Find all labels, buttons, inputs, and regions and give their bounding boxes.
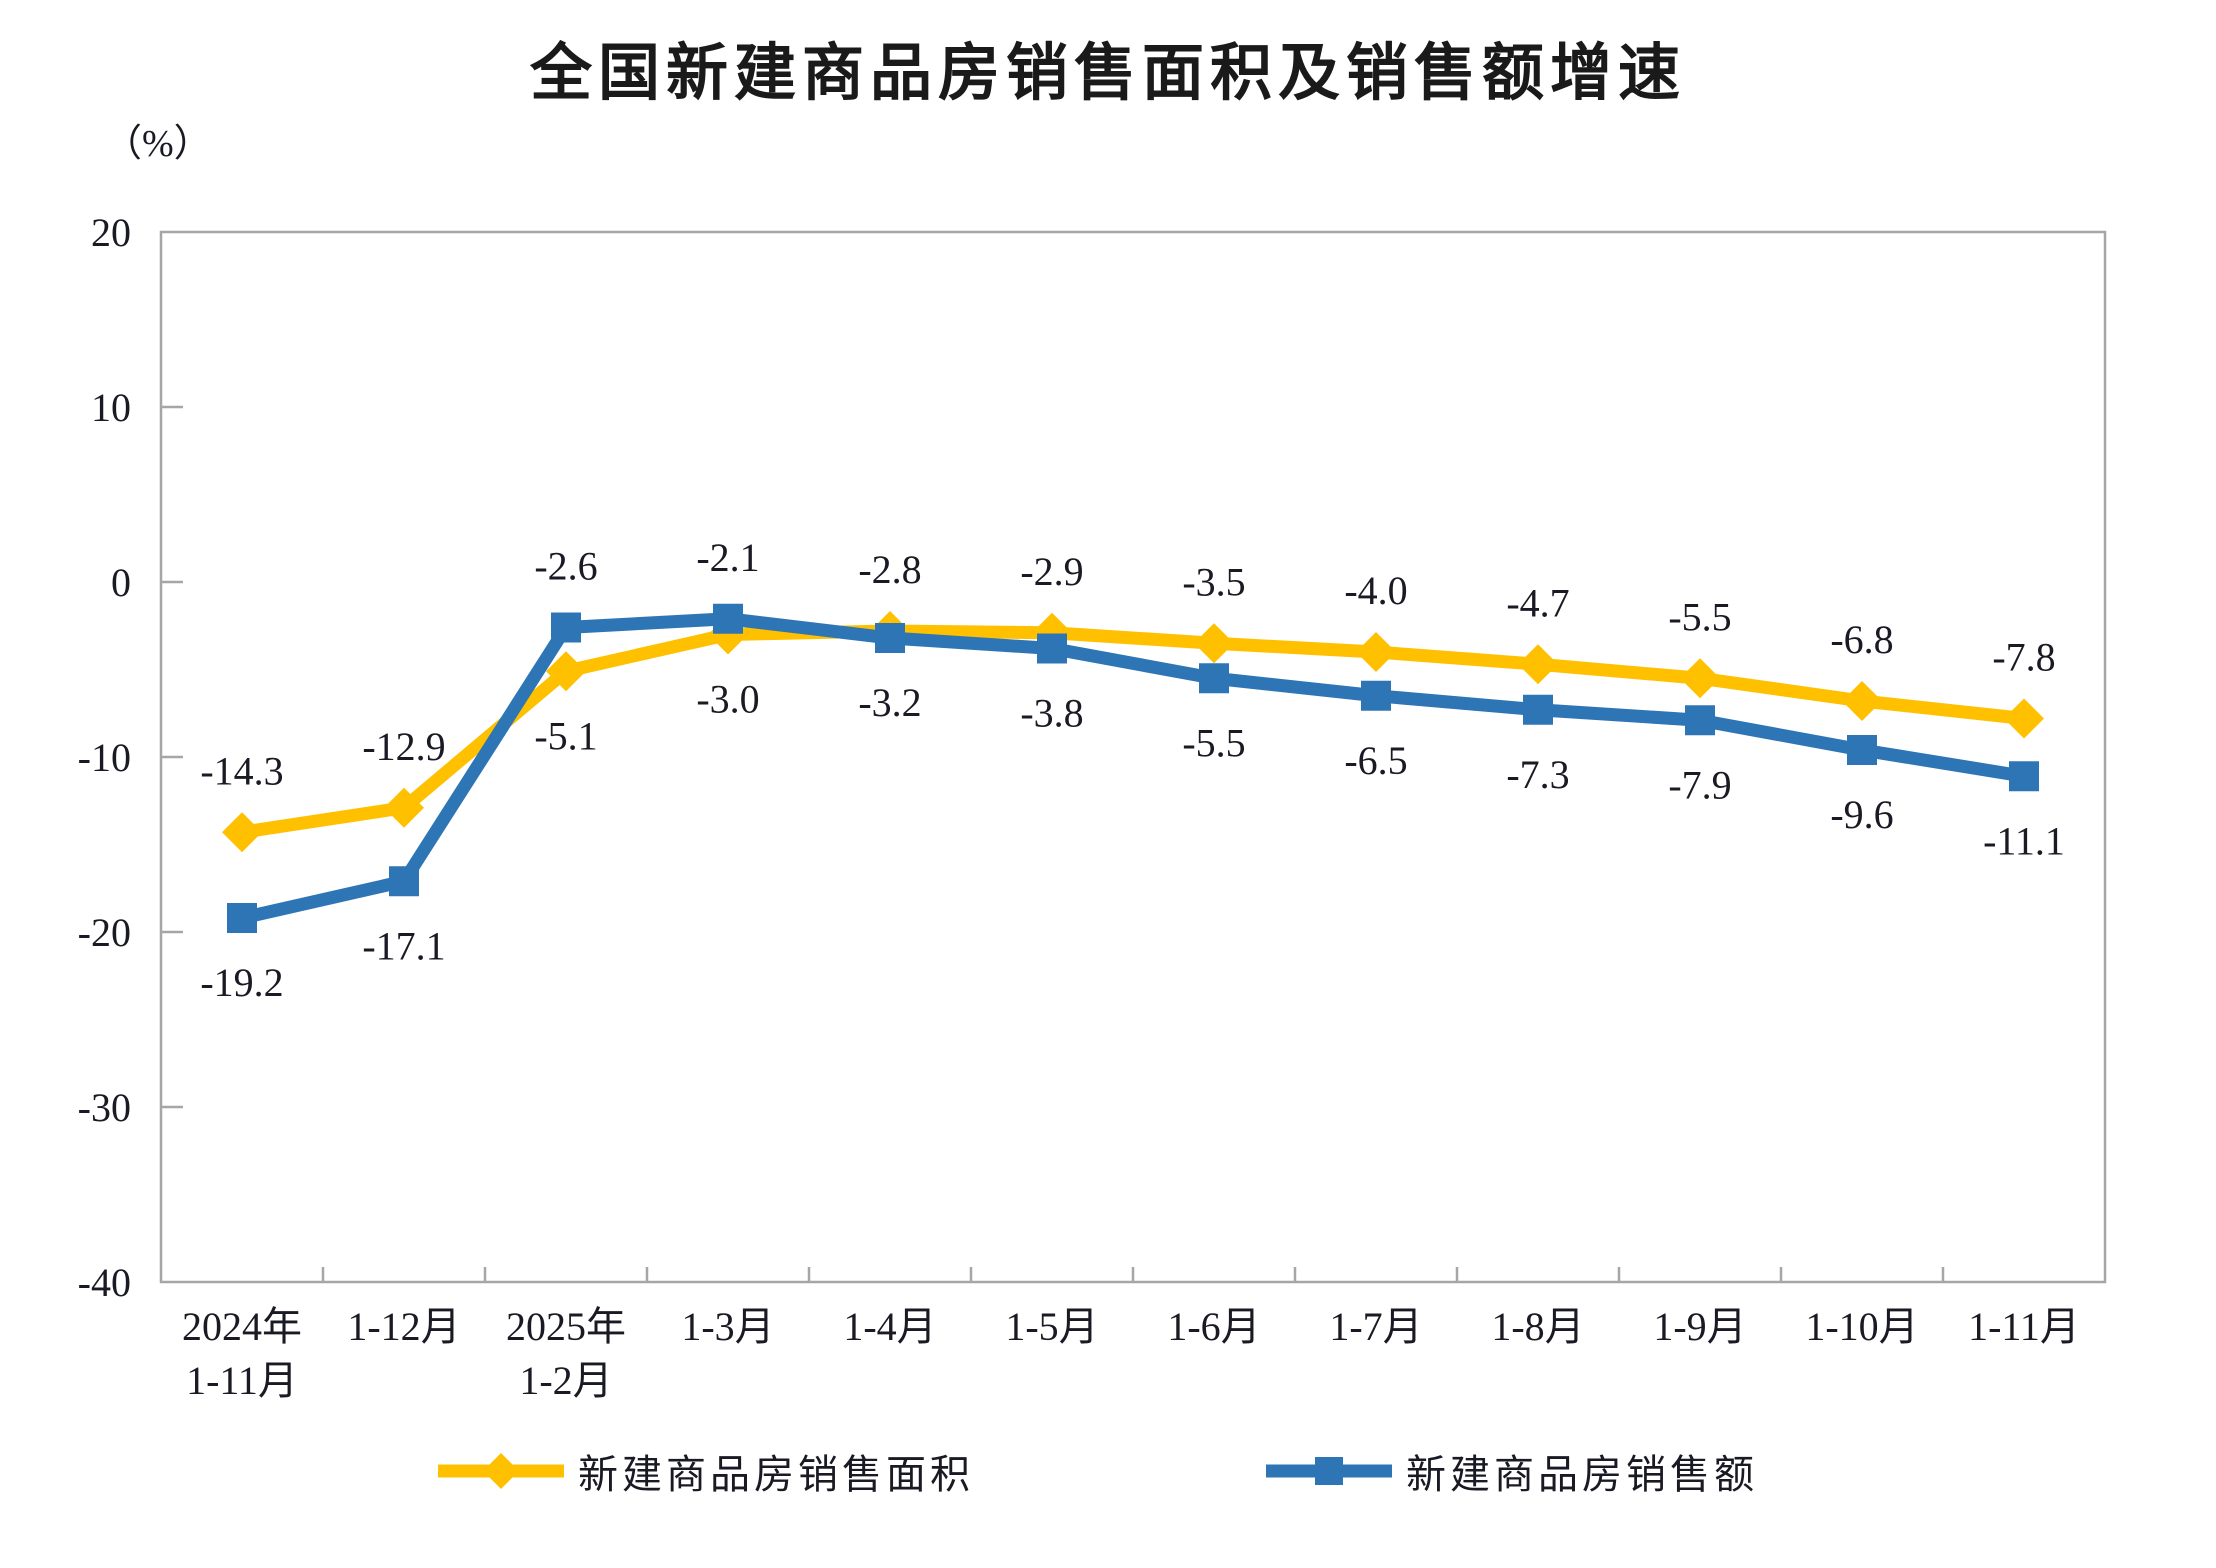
series-marker-diamond — [546, 651, 586, 692]
y-axis-unit-label: （%） — [104, 123, 212, 165]
series-marker-diamond — [1194, 623, 1234, 664]
data-label: -9.6 — [1830, 792, 1893, 837]
x-axis-category-label: 1-8月 — [1491, 1304, 1584, 1349]
series-marker-square — [1361, 680, 1391, 711]
data-label: -14.3 — [200, 748, 283, 793]
legend-swatch-diamond — [438, 1453, 564, 1489]
chart-title: 全国新建商品房销售面积及销售额增速 — [529, 39, 1686, 108]
y-axis-tick-label: -40 — [78, 1260, 131, 1305]
data-label: -5.5 — [1182, 720, 1245, 765]
plot-border — [159, 230, 2107, 1284]
data-label: -2.1 — [696, 535, 759, 580]
x-axis-category-label: 1-9月 — [1653, 1304, 1746, 1349]
series-marker-square — [1523, 694, 1553, 725]
x-axis-category-label: 1-6月 — [1167, 1304, 1260, 1349]
data-label: -3.8 — [1020, 691, 1083, 736]
data-label: -2.8 — [858, 547, 921, 592]
data-label: -2.6 — [534, 544, 597, 589]
series-marker-diamond — [1680, 658, 1720, 699]
data-label: -3.0 — [696, 677, 759, 722]
legend-label: 新建商品房销售面积 — [578, 1452, 974, 1497]
data-label: -3.5 — [1182, 559, 1245, 604]
series-marker-square — [1199, 663, 1229, 694]
y-axis-tick-label: -10 — [78, 735, 131, 780]
x-axis-category-label: 1-11月 — [186, 1358, 298, 1403]
data-label: -2.9 — [1020, 549, 1083, 594]
series-marker-square — [1037, 633, 1067, 664]
legend-label: 新建商品房销售额 — [1406, 1452, 1758, 1497]
data-label: -5.1 — [534, 713, 597, 758]
data-label: -6.8 — [1830, 617, 1893, 662]
y-axis-tick-label: 0 — [111, 560, 131, 605]
y-axis-tick-label: 20 — [91, 210, 131, 255]
x-axis-category-label: 1-12月 — [347, 1304, 460, 1349]
series-marker-square — [1847, 735, 1877, 765]
data-label: -6.5 — [1344, 738, 1407, 783]
x-axis-category-label: 1-7月 — [1329, 1304, 1422, 1349]
y-axis-tick-label: -30 — [78, 1085, 131, 1130]
data-label: -19.2 — [200, 960, 283, 1005]
legend-item: 新建商品房销售额 — [1266, 1442, 1758, 1500]
series-marker-diamond — [384, 787, 424, 828]
x-axis-category-label: 1-2月 — [519, 1358, 612, 1403]
series-marker-diamond — [222, 812, 262, 853]
x-axis-category-label: 1-5月 — [1005, 1304, 1098, 1349]
series-marker-square — [1685, 705, 1715, 736]
data-label: -4.0 — [1344, 568, 1407, 613]
y-axis-tick-label: 10 — [91, 385, 131, 430]
series-line-0 — [235, 624, 2031, 839]
series-marker-diamond — [1356, 632, 1396, 672]
series-marker-square — [389, 866, 419, 897]
series-marker-diamond — [1518, 644, 1558, 685]
series-marker-square — [875, 623, 905, 653]
series-marker-square — [227, 903, 257, 933]
data-label: -4.7 — [1506, 580, 1569, 625]
legend-item: 新建商品房销售面积 — [438, 1442, 974, 1500]
data-label: -7.8 — [1992, 635, 2055, 680]
series-marker-square — [551, 612, 581, 643]
chart-legend: 新建商品房销售面积 新建商品房销售额 — [438, 1442, 1758, 1500]
data-label: -11.1 — [1983, 818, 2065, 863]
series-marker-square — [2009, 761, 2039, 792]
data-label: -3.2 — [858, 680, 921, 725]
x-axis-category-label: 1-4月 — [843, 1304, 936, 1349]
series-marker-square — [713, 603, 743, 634]
data-label: -7.3 — [1506, 752, 1569, 797]
x-axis-category-label: 1-3月 — [681, 1304, 774, 1349]
data-label: -5.5 — [1668, 594, 1731, 639]
legend-swatch-square — [1266, 1457, 1392, 1485]
series-marker-diamond — [1842, 681, 1882, 721]
data-label: -7.9 — [1668, 762, 1731, 807]
x-axis-category-label: 2024年 — [182, 1304, 302, 1349]
series-line-1 — [235, 612, 2031, 925]
y-axis-tick-label: -20 — [78, 910, 131, 955]
data-label: -17.1 — [362, 923, 445, 968]
x-axis-category-label: 1-10月 — [1805, 1304, 1918, 1349]
data-label: -12.9 — [362, 724, 445, 769]
x-axis-category-label: 1-11月 — [1968, 1304, 2080, 1349]
x-axis-category-label: 2025年 — [506, 1304, 626, 1349]
series-marker-diamond — [2004, 698, 2044, 739]
